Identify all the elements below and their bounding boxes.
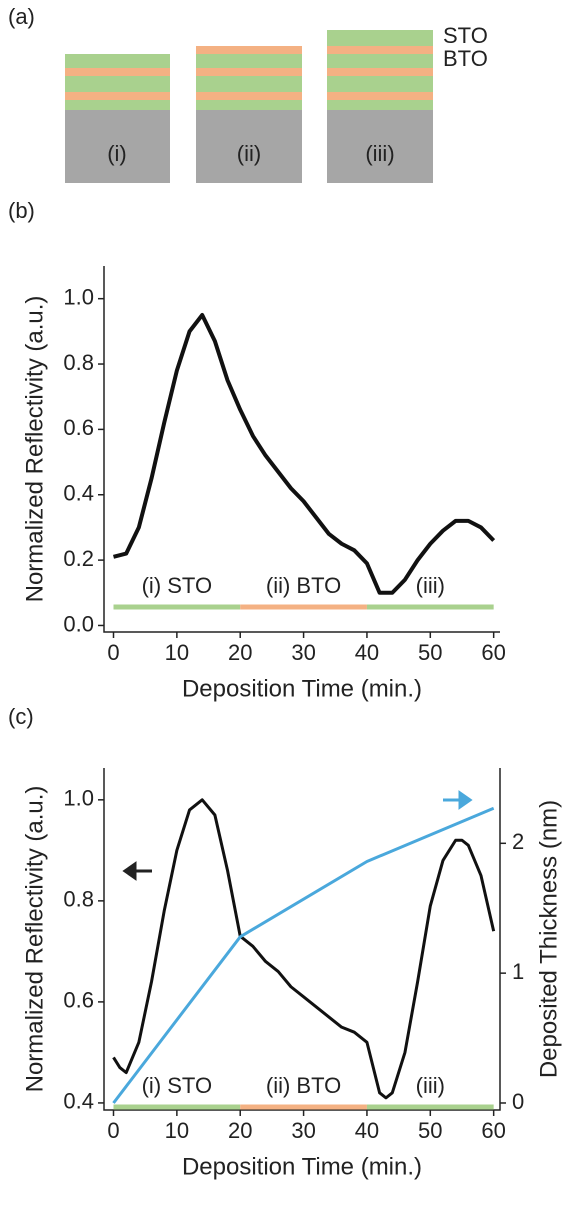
chart-c: 0 10 20 30 40 50 60 0.4 0.6 0.8 1.0 0 1 2 Deposition T… (21, 768, 562, 1180)
bto-layer (196, 46, 302, 54)
sto-layer (65, 100, 170, 110)
x-tick-label: 10 (165, 1118, 189, 1143)
segment-label: (iii) (416, 573, 445, 598)
y-tick-label: 0.6 (63, 415, 94, 440)
panel-label: (a) (8, 4, 35, 29)
panel-label: (c) (8, 704, 34, 729)
bto-layer (327, 46, 433, 54)
axis-arrows (122, 790, 473, 881)
x-tick-label: 60 (481, 640, 505, 665)
sto-layer (327, 30, 433, 46)
axis-line (103, 266, 500, 633)
sto-layer (65, 76, 170, 92)
legend-label: BTO (443, 46, 488, 71)
x-tick-label: 20 (228, 1118, 252, 1143)
x-tick-label: 20 (228, 640, 252, 665)
x-axis-title: Deposition Time (min.) (182, 675, 422, 702)
x-tick-label: 50 (418, 640, 442, 665)
y-tick-label: 0.8 (63, 887, 94, 912)
segment-label: (iii) (416, 1073, 445, 1098)
y-axis-title: Normalized Reflectivity (a.u.) (21, 786, 48, 1093)
y2-tick-label: 2 (512, 829, 524, 854)
x-tick-label: 50 (418, 1118, 442, 1143)
y2-axis-title: Deposited Thickness (nm) (535, 800, 562, 1078)
x-tick-label: 40 (355, 1118, 379, 1143)
chart-b: 0 10 20 30 40 50 60 0.0 0.2 0.4 0.6 0.8 1.0 Depositio… (21, 266, 506, 702)
y-tick-label: 0.0 (63, 611, 94, 636)
x-tick-label: 60 (481, 1118, 505, 1143)
x-tick-label: 10 (165, 640, 189, 665)
right-axis-arrow (443, 790, 473, 810)
sto-layer (327, 100, 433, 110)
axis-line (103, 768, 501, 1111)
y-axis-title: Normalized Reflectivity (a.u.) (21, 296, 48, 603)
bto-layer (196, 92, 302, 100)
stack-label: (iii) (365, 141, 394, 166)
substrate (65, 110, 170, 183)
y-tick-label: 0.4 (63, 1089, 94, 1114)
segment-label: (ii) BTO (266, 573, 341, 598)
sto-layer (327, 54, 433, 68)
y-tick-label: 1.0 (63, 284, 94, 309)
y-tick-label: 0.2 (63, 546, 94, 571)
data-line (113, 313, 496, 595)
stack-label: (i) (107, 141, 127, 166)
stack-label: (ii) (237, 141, 261, 166)
y-tick-label: 0.4 (63, 481, 94, 506)
y2-tick-label: 0 (512, 1089, 524, 1114)
bto-layer (327, 92, 433, 100)
substrate (327, 110, 433, 183)
data-line (112, 798, 496, 1100)
data-line (112, 806, 495, 1104)
x-tick-label: 0 (107, 1118, 119, 1143)
sto-layer (196, 100, 302, 110)
segment-label: (i) STO (142, 573, 212, 598)
layer-diagram: (i) (ii) (iii) STO BTO (65, 23, 488, 183)
y-tick-label: 0.8 (63, 350, 94, 375)
sto-layer (65, 54, 170, 68)
x-tick-label: 30 (291, 640, 315, 665)
x-tick-label: 40 (355, 640, 379, 665)
x-tick-label: 0 (107, 640, 119, 665)
sto-layer (327, 76, 433, 92)
bto-layer (65, 92, 170, 100)
x-tick-label: 30 (291, 1118, 315, 1143)
bto-layer (196, 68, 302, 76)
segment-label: (i) STO (142, 1073, 212, 1098)
sto-layer (196, 76, 302, 92)
panel-label: (b) (8, 198, 35, 223)
bto-layer (65, 68, 170, 76)
substrate (196, 110, 302, 183)
y-tick-label: 1.0 (63, 786, 94, 811)
left-axis-arrow (122, 861, 152, 881)
y2-tick-label: 1 (512, 959, 524, 984)
x-axis-title: Deposition Time (min.) (182, 1153, 422, 1180)
segment-label: (ii) BTO (266, 1073, 341, 1098)
legend-label: STO (443, 23, 488, 48)
bto-layer (327, 68, 433, 76)
y-tick-label: 0.6 (63, 988, 94, 1013)
sto-layer (196, 54, 302, 68)
